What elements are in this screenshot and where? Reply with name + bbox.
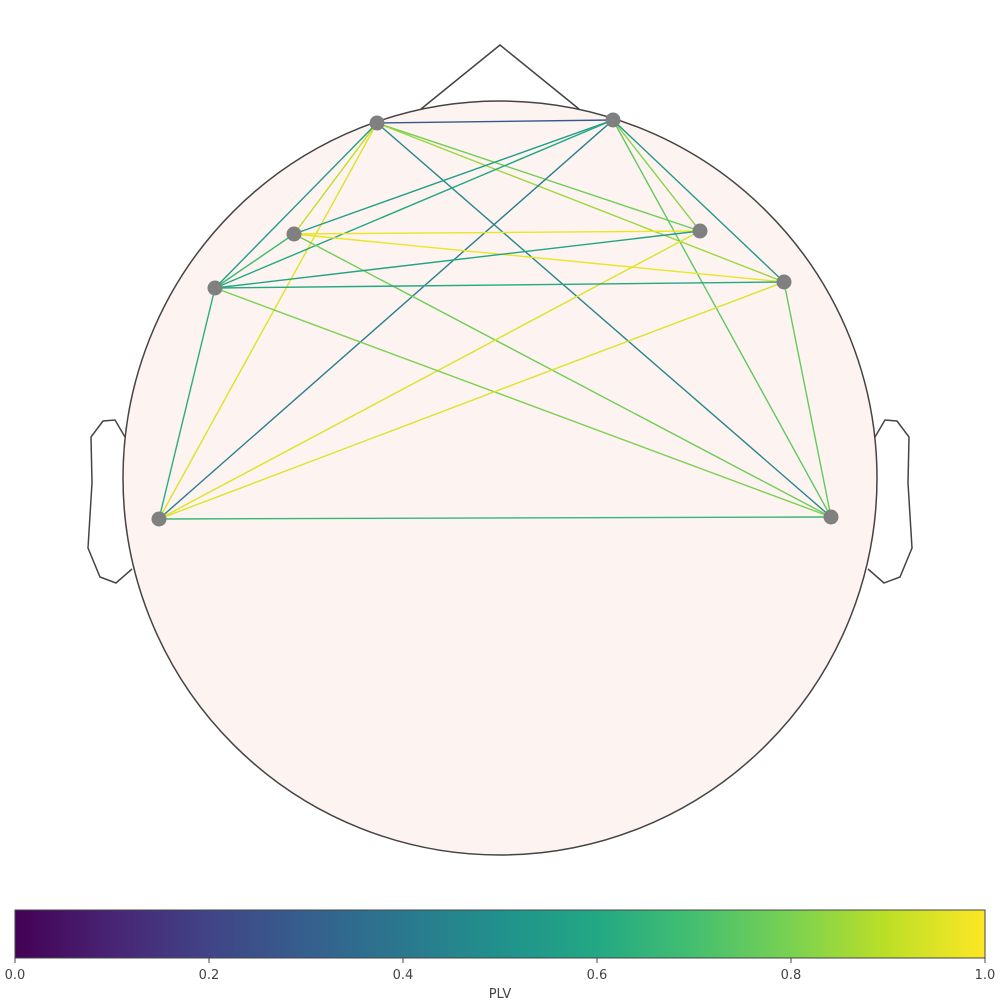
- connection-line: [214, 233, 295, 289]
- sensor-node: [605, 112, 621, 128]
- sensor-node: [286, 226, 302, 242]
- colorbar-ticks: 0.0 0.2 0.4 0.6 0.8 1.0: [5, 958, 996, 983]
- sensor-node: [151, 511, 167, 527]
- nose-shape: [420, 44, 580, 110]
- connection-lines: [158, 119, 832, 520]
- sensor-node: [823, 509, 839, 525]
- connection-line: [293, 233, 785, 283]
- colorbar-tick-label: 1.0: [975, 968, 996, 983]
- connection-line: [158, 516, 832, 520]
- connection-line: [376, 119, 614, 124]
- right-ear-shape: [867, 419, 913, 584]
- connection-line: [293, 230, 701, 235]
- connection-line: [214, 119, 614, 289]
- connection-line: [158, 122, 378, 520]
- connection-line: [214, 287, 832, 518]
- connection-line: [293, 233, 832, 518]
- head-outline: [87, 44, 913, 856]
- connection-line: [214, 230, 701, 289]
- sensor-nodes: [151, 112, 839, 527]
- connection-line: [376, 122, 832, 518]
- connection-line: [214, 122, 378, 289]
- colorbar-tick-label: 0.2: [199, 968, 220, 983]
- colorbar-tick-label: 0.0: [5, 968, 26, 983]
- sensor-node: [207, 280, 223, 296]
- sensor-node: [776, 274, 792, 290]
- colorbar-tick-label: 0.8: [781, 968, 802, 983]
- connection-line: [293, 119, 614, 235]
- colorbar-label: PLV: [489, 987, 512, 1000]
- colorbar-gradient: [14, 909, 986, 959]
- connection-line: [158, 230, 701, 520]
- head-circle: [122, 100, 878, 856]
- connection-line: [376, 122, 785, 283]
- colorbar: 0.0 0.2 0.4 0.6 0.8 1.0 PLV: [5, 909, 996, 1000]
- colorbar-tick-label: 0.4: [393, 968, 414, 983]
- connection-line: [158, 281, 785, 520]
- connection-line: [376, 122, 701, 232]
- connection-line: [214, 281, 785, 289]
- left-ear-shape: [87, 419, 133, 584]
- colorbar-tick-label: 0.6: [587, 968, 608, 983]
- connection-line: [158, 119, 614, 520]
- connection-line: [612, 119, 701, 232]
- connection-line: [158, 287, 216, 520]
- connection-line: [612, 119, 832, 518]
- sensor-node: [692, 223, 708, 239]
- connection-line: [293, 122, 378, 235]
- sensor-node: [369, 115, 385, 131]
- connection-line: [612, 119, 785, 283]
- connection-line: [783, 281, 832, 518]
